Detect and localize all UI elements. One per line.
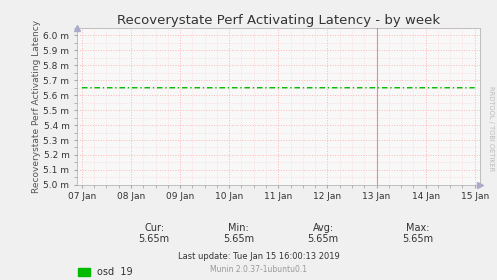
Legend: osd  19: osd 19 — [78, 267, 133, 277]
Text: Last update: Tue Jan 15 16:00:13 2019: Last update: Tue Jan 15 16:00:13 2019 — [177, 252, 339, 261]
Text: Avg:: Avg: — [313, 223, 333, 233]
Text: RRDTOOL / TOBI OETIKER: RRDTOOL / TOBI OETIKER — [488, 86, 494, 171]
Text: Max:: Max: — [406, 223, 429, 233]
Text: 5.65m: 5.65m — [308, 234, 338, 244]
Text: 5.65m: 5.65m — [402, 234, 433, 244]
Text: Min:: Min: — [228, 223, 249, 233]
Text: Munin 2.0.37-1ubuntu0.1: Munin 2.0.37-1ubuntu0.1 — [210, 265, 307, 274]
Text: 5.65m: 5.65m — [223, 234, 254, 244]
Text: 5.65m: 5.65m — [139, 234, 169, 244]
Title: Recoverystate Perf Activating Latency - by week: Recoverystate Perf Activating Latency - … — [117, 14, 440, 27]
Text: Cur:: Cur: — [144, 223, 164, 233]
Y-axis label: Recoverystate Perf Activating Latency: Recoverystate Perf Activating Latency — [32, 20, 41, 193]
